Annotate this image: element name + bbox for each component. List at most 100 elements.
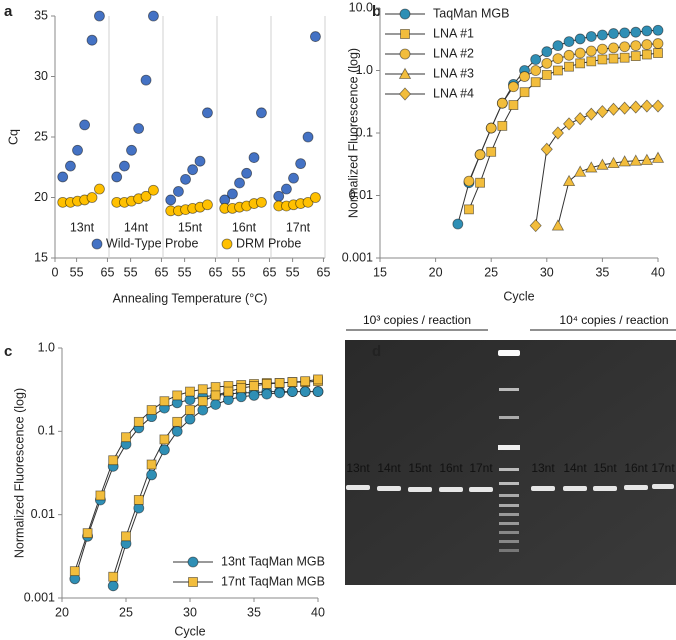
- marker: [295, 158, 307, 170]
- marker: [197, 404, 209, 416]
- marker: [235, 391, 247, 403]
- marker: [133, 495, 144, 505]
- gel-lane-label: 15nt: [593, 461, 617, 475]
- y-tick-label: 30: [34, 69, 48, 83]
- x-tick-label: 30: [540, 265, 554, 279]
- marker: [562, 117, 576, 131]
- marker: [618, 155, 631, 167]
- marker: [288, 172, 299, 184]
- marker: [86, 192, 98, 203]
- y-tick-label: 25: [34, 129, 48, 143]
- marker: [146, 469, 158, 481]
- marker: [300, 376, 311, 387]
- x-tick-label: 65: [155, 265, 169, 279]
- gel-lane-label: 17nt: [651, 461, 675, 475]
- x-tick-label: 35: [247, 605, 261, 619]
- y-tick-label: 0.1: [356, 125, 373, 139]
- x-tick-label: 65: [317, 265, 331, 279]
- y-tick-label: 0.01: [31, 507, 55, 521]
- marker: [65, 160, 76, 172]
- marker: [248, 389, 260, 401]
- x-tick-label: 25: [119, 605, 133, 619]
- marker: [94, 10, 105, 22]
- marker: [551, 219, 565, 231]
- marker: [596, 105, 609, 119]
- marker: [540, 142, 553, 156]
- x-tick-label: 20: [55, 605, 69, 619]
- marker: [210, 390, 221, 401]
- marker: [185, 386, 195, 397]
- group-label: 16nt: [232, 220, 257, 234]
- marker: [108, 571, 119, 582]
- marker: [552, 40, 564, 52]
- marker: [619, 52, 630, 63]
- marker: [651, 151, 665, 163]
- legend-label: LNA #1: [433, 26, 474, 40]
- x-axis-title: Cycle: [174, 624, 205, 638]
- marker: [519, 71, 530, 82]
- marker: [148, 184, 159, 196]
- marker: [210, 382, 221, 392]
- marker: [158, 444, 170, 456]
- y-tick-label: 0.1: [38, 424, 55, 438]
- marker: [299, 386, 311, 397]
- gel-lane-label: 15nt: [408, 461, 432, 475]
- gel-lane-label: 16nt: [624, 461, 648, 475]
- series-line: [468, 43, 659, 182]
- marker: [641, 25, 653, 37]
- marker: [597, 43, 608, 55]
- y-axis-title: Normalized Fluorescence (log): [346, 48, 360, 218]
- marker: [574, 33, 586, 45]
- legend-label: LNA #3: [433, 66, 474, 80]
- group-label: 17nt: [286, 220, 311, 234]
- marker: [497, 120, 508, 131]
- marker: [562, 174, 576, 186]
- marker: [608, 53, 619, 64]
- marker: [597, 54, 608, 65]
- x-tick-label: 40: [311, 605, 325, 619]
- x-tick-label: 55: [286, 265, 300, 279]
- marker: [652, 38, 664, 49]
- group-label: 14nt: [124, 220, 149, 234]
- marker: [619, 41, 631, 53]
- series-line: [74, 378, 319, 577]
- marker: [194, 155, 206, 167]
- marker: [607, 102, 620, 116]
- marker: [508, 81, 519, 93]
- marker: [541, 70, 552, 80]
- marker: [107, 580, 119, 592]
- marker: [171, 425, 183, 437]
- gel-lane-label: 17nt: [469, 461, 493, 475]
- gel-lane-label: 13nt: [346, 461, 370, 475]
- marker: [313, 374, 323, 385]
- marker: [653, 48, 663, 58]
- marker: [519, 87, 530, 98]
- marker: [508, 100, 519, 110]
- marker: [529, 219, 542, 233]
- marker: [302, 196, 314, 208]
- marker: [121, 432, 131, 443]
- marker: [72, 144, 83, 156]
- legend-marker: [91, 238, 103, 250]
- x-tick-label: 65: [101, 265, 115, 279]
- legend-marker: [187, 556, 199, 568]
- marker: [261, 388, 273, 400]
- marker: [475, 177, 485, 188]
- marker: [541, 57, 553, 69]
- x-tick-label: 25: [484, 265, 498, 279]
- marker: [94, 183, 105, 195]
- x-axis-title: Cycle: [503, 289, 534, 303]
- marker: [575, 58, 586, 69]
- marker: [111, 171, 123, 183]
- gel-lane-label: 14nt: [377, 461, 401, 475]
- marker: [126, 144, 137, 156]
- marker: [641, 39, 653, 50]
- gel-lane-label: 13nt: [531, 461, 555, 475]
- marker: [574, 47, 586, 59]
- marker: [651, 99, 665, 113]
- marker: [236, 383, 247, 394]
- x-tick-label: 55: [178, 265, 192, 279]
- legend-marker: [399, 48, 411, 60]
- marker: [652, 24, 664, 36]
- x-tick-label: 55: [124, 265, 138, 279]
